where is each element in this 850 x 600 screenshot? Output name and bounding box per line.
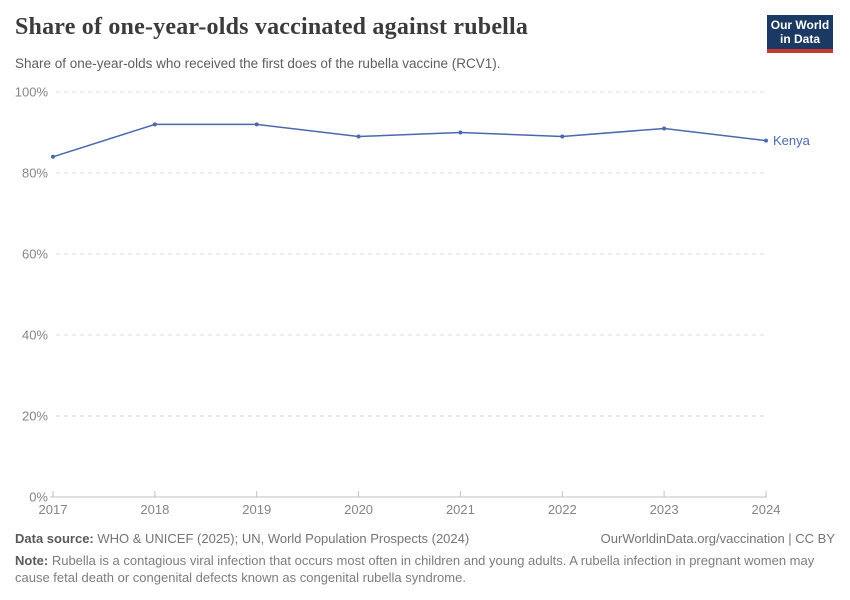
cc-by-link[interactable]: OurWorldinData.org/vaccination | CC BY	[600, 531, 835, 546]
page-subtitle: Share of one-year-olds who received the …	[15, 56, 501, 71]
y-tick-label: 40%	[22, 328, 48, 343]
series-label[interactable]: Kenya	[773, 133, 811, 148]
data-source: Data source: WHO & UNICEF (2025); UN, Wo…	[15, 531, 469, 546]
y-tick-label: 100%	[15, 85, 49, 100]
data-point[interactable]	[458, 130, 463, 135]
x-tick-label: 2017	[39, 502, 68, 517]
note-value: Rubella is a contagious viral infection …	[15, 553, 815, 585]
x-tick-label: 2023	[650, 502, 679, 517]
data-point[interactable]	[51, 154, 55, 159]
data-point[interactable]	[356, 134, 361, 139]
data-source-value: WHO & UNICEF (2025); UN, World Populatio…	[93, 531, 470, 546]
note-label: Note:	[15, 553, 49, 568]
x-tick-label: 2020	[344, 502, 373, 517]
chart-footer: Data source: WHO & UNICEF (2025); UN, Wo…	[15, 531, 835, 586]
page-title: Share of one-year-olds vaccinated agains…	[15, 14, 529, 40]
data-source-label: Data source:	[15, 531, 94, 546]
x-tick-label: 2022	[548, 502, 577, 517]
data-point[interactable]	[152, 122, 157, 127]
trend-line[interactable]	[52, 123, 767, 158]
owid-logo[interactable]: Our World in Data	[767, 15, 833, 53]
x-tick-label: 2021	[446, 502, 475, 517]
data-point[interactable]	[560, 134, 565, 139]
line-chart[interactable]: 0% 20% 40% 60% 80% 100% 2017 2018 2019 2020 2021 20…	[0, 80, 850, 520]
x-tick-label: 2018	[140, 502, 169, 517]
x-tick-label: 2019	[242, 502, 271, 517]
owid-logo-line1: Our World	[770, 18, 830, 32]
owid-logo-line2: in Data	[779, 31, 820, 46]
y-tick-label: 0%	[29, 490, 48, 505]
x-tick-label: 2024	[752, 502, 781, 517]
data-point[interactable]	[764, 138, 768, 143]
chart-note: Note: Rubella is a contagious viral infe…	[15, 553, 835, 586]
data-point[interactable]	[254, 122, 259, 127]
y-tick-label: 20%	[22, 409, 48, 424]
y-tick-label: 80%	[22, 166, 48, 181]
y-tick-label: 60%	[22, 247, 48, 262]
data-point[interactable]	[662, 126, 667, 131]
